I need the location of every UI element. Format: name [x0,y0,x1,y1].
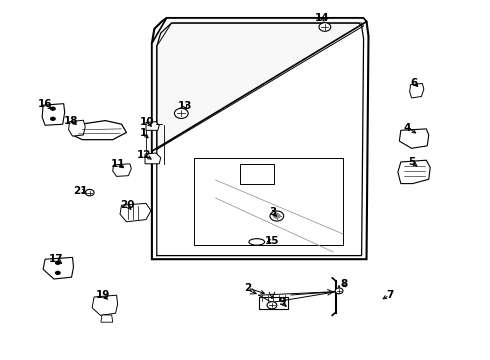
Ellipse shape [249,239,265,245]
Polygon shape [113,164,131,176]
Polygon shape [145,153,161,164]
Polygon shape [194,158,343,245]
Text: 19: 19 [96,290,110,300]
Text: 16: 16 [38,99,52,109]
Text: 21: 21 [74,186,88,196]
Polygon shape [101,315,113,322]
Polygon shape [42,104,65,125]
Polygon shape [43,257,74,279]
Polygon shape [410,84,424,98]
Text: 10: 10 [140,117,154,127]
FancyBboxPatch shape [259,297,288,309]
Text: 8: 8 [341,279,347,289]
Circle shape [174,108,188,118]
Polygon shape [240,164,274,184]
Text: 18: 18 [64,116,78,126]
Text: 1: 1 [140,128,147,138]
Circle shape [50,107,56,111]
Polygon shape [92,295,118,315]
Polygon shape [146,122,159,130]
Text: 5: 5 [408,157,415,167]
Text: 12: 12 [137,150,152,160]
Polygon shape [399,129,429,148]
Polygon shape [152,18,368,259]
Circle shape [55,261,61,265]
Text: 20: 20 [120,200,135,210]
Text: 4: 4 [404,123,412,133]
Text: 13: 13 [178,101,193,111]
Circle shape [267,302,277,309]
Polygon shape [398,160,430,184]
Text: 17: 17 [49,254,64,264]
Text: 9: 9 [278,297,285,307]
Circle shape [319,23,331,31]
Text: 15: 15 [265,236,279,246]
Text: 7: 7 [386,290,393,300]
Circle shape [335,288,343,294]
Text: 3: 3 [269,207,276,217]
Circle shape [85,189,94,196]
Text: 2: 2 [244,283,251,293]
Polygon shape [152,18,367,151]
Text: 6: 6 [411,78,417,88]
Polygon shape [73,121,126,140]
Circle shape [273,213,281,219]
Circle shape [270,211,284,221]
Polygon shape [69,120,85,136]
Text: 11: 11 [110,159,125,169]
Text: 14: 14 [315,13,330,23]
Circle shape [55,271,61,275]
Circle shape [50,117,56,121]
Polygon shape [120,203,151,222]
